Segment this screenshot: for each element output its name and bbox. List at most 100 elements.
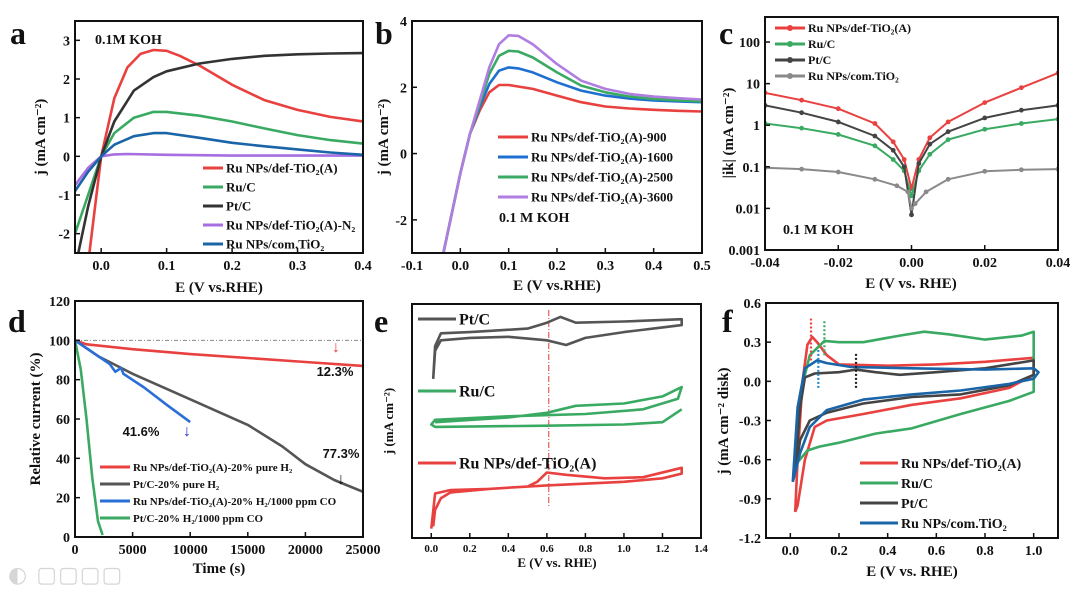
legend-item: Ru/C	[418, 384, 495, 401]
legend-item: Ru/C	[860, 477, 933, 492]
x-tick-label: 0.1	[500, 259, 518, 274]
y-tick-label: 0.1	[743, 161, 761, 176]
x-tick-label: 20000	[288, 543, 323, 558]
series-line-ru-nps-com-tio	[791, 359, 1040, 483]
x-tick-label: 10000	[173, 543, 208, 558]
legend-item: Pt/C	[203, 199, 251, 214]
y-tick-label: 1	[753, 119, 760, 134]
legend-label: Ru NPs/def-TiO₂(A)	[459, 456, 596, 473]
x-tick-label: 0.0	[782, 544, 800, 559]
legend-item: Pt/C-20% H₂/1000 ppm CO	[100, 513, 264, 525]
y-tick-label: 120	[49, 295, 70, 310]
electrolyte-note: 0.1 M KOH	[499, 211, 569, 226]
x-tick-label: 0	[72, 543, 79, 558]
x-tick-label: 15000	[230, 543, 265, 558]
legend-item: Ru NPs/com.TiO₂	[775, 69, 899, 83]
x-tick-label: 0.4	[501, 543, 515, 555]
series-line-pt-c	[765, 104, 1058, 216]
data-point	[905, 189, 911, 195]
legend-label: Ru NPs/def-TiO₂(A)-20% pure H₂	[133, 462, 293, 474]
data-point	[872, 133, 878, 139]
legend-item: Ru/C	[203, 180, 256, 195]
data-point	[945, 119, 951, 125]
legend-label: Ru NPs/def-TiO₂(A)-3600	[531, 190, 673, 205]
panel-letter: d	[8, 303, 26, 339]
data-point	[1018, 85, 1024, 91]
series-line-ru-c	[429, 385, 684, 429]
data-point	[909, 212, 914, 218]
x-tick-label: -0.04	[750, 256, 779, 271]
panel-letter: f	[722, 303, 733, 339]
y-tick-label: -2	[58, 228, 70, 243]
x-tick-label: 0.4	[645, 259, 663, 274]
series-line-ru-c	[765, 118, 1058, 197]
legend-item: Ru NPs/def-TiO₂(A)	[775, 21, 911, 35]
y-tick-label: -0.6	[739, 454, 761, 469]
y-tick-label: 0	[63, 150, 70, 165]
y-tick-label: 0.0	[744, 375, 762, 390]
panel-e: 0.0 0.2 0.4 0.6 0.8 1.0 1.2 1.4 E (V vs. RHE) j (…	[374, 303, 708, 570]
data-point	[799, 110, 805, 116]
series-line-ru-nps-def-tio-a	[793, 335, 1035, 513]
data-point	[835, 106, 841, 112]
series-line-ru-nps-def-tio-a-20-h-1000-ppm-co	[75, 339, 191, 424]
series-line-ru-nps-def-tio-a	[430, 466, 684, 529]
legend-label: Ru NPs/def-TiO₂(A)	[901, 457, 1022, 472]
data-point	[909, 206, 914, 211]
x-tick-label: 0.3	[597, 259, 615, 274]
y-tick-label: 100	[739, 36, 760, 51]
x-axis-title: E (V vs. RHE)	[865, 276, 956, 292]
data-point	[945, 129, 951, 135]
y-tick-label: 10	[746, 78, 760, 93]
legend-label: Ru NPs/def-TiO₂(A)-20% H₂/1000 ppm CO	[133, 496, 337, 508]
x-tick-label: -0.02	[824, 256, 853, 271]
legend-marker	[787, 73, 793, 79]
legend-label: Pt/C	[808, 53, 831, 67]
data-point	[912, 201, 918, 207]
legend-label: Pt/C-20% H₂/1000 ppm CO	[133, 513, 264, 525]
x-tick-label: 0.02	[973, 256, 998, 271]
x-tick-label: 0.8	[579, 543, 593, 555]
x-tick-label: 0.04	[1046, 256, 1071, 271]
data-point	[945, 176, 951, 182]
legend-item: Pt/C	[775, 53, 831, 67]
x-tick-label: 0.5	[693, 259, 711, 274]
legend-item: Ru NPs/def-TiO₂(A)-20% H₂/1000 ppm CO	[100, 496, 337, 508]
x-tick-label: 0.2	[463, 543, 477, 555]
data-point	[909, 193, 914, 199]
y-tick-label: 0.001	[729, 244, 761, 259]
data-point	[927, 135, 933, 141]
data-point	[982, 115, 988, 121]
series-line-pt-c-20-h-1000-ppm-co	[75, 340, 104, 536]
data-point	[927, 151, 933, 157]
electrolyte-note: 0.1M KOH	[95, 33, 162, 48]
data-point	[1018, 107, 1024, 113]
legend-label: Ru/C	[901, 477, 933, 492]
x-tick-label: 0.2	[223, 259, 241, 274]
electrolyte-note: 0.1 M KOH	[783, 223, 853, 238]
y-axis-title: j (mA cm⁻²)	[33, 99, 49, 177]
data-point	[923, 189, 929, 195]
y-tick-label: 80	[56, 374, 70, 389]
legend-item: Ru NPs/com.TiO₂	[860, 517, 1007, 532]
legend-label: Pt/C	[226, 199, 251, 214]
y-tick-label: 0	[63, 531, 70, 546]
legend-label: Ru/C	[459, 384, 495, 401]
x-tick-label: 0.0	[452, 259, 470, 274]
y-tick-label: 1	[63, 112, 70, 127]
y-tick-label: -2	[395, 214, 407, 229]
y-tick-label: 40	[56, 452, 70, 467]
series-line-ru-nps-def-tio-a-n	[75, 152, 363, 187]
y-tick-label: -0.9	[739, 493, 761, 508]
y-tick-label: 60	[56, 413, 70, 428]
legend-label: Ru/C	[226, 180, 256, 195]
panel-letter: b	[375, 15, 393, 51]
series-line-ru-nps-def-tio-a	[88, 48, 363, 253]
legend-item: Ru NPs/def-TiO₂(A)-3600	[498, 190, 673, 205]
panel-b: -0.1 0.0 0.1 0.2 0.3 0.4 0.5 -2 0 2 4 E (V vs.RHE) j…	[375, 15, 711, 294]
legend-label: Ru NPs/def-TiO₂(A)-900	[531, 130, 666, 145]
data-point	[894, 183, 900, 189]
x-axis-title: E (V vs.RHE)	[513, 278, 601, 294]
legend-marker	[787, 57, 793, 63]
